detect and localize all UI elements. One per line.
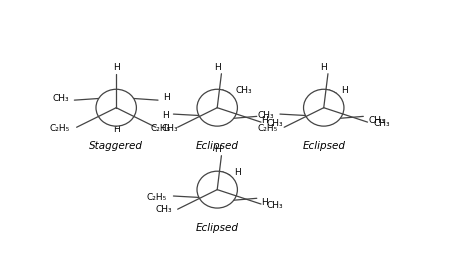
Text: Eclipsed: Eclipsed xyxy=(196,142,239,152)
Ellipse shape xyxy=(303,89,344,126)
Text: CH₃: CH₃ xyxy=(267,201,283,210)
Text: CH₃: CH₃ xyxy=(155,205,172,214)
Text: H: H xyxy=(163,93,170,102)
Text: C₂H₅: C₂H₅ xyxy=(257,124,278,133)
Text: H: H xyxy=(262,117,268,126)
Text: H: H xyxy=(341,86,348,95)
Text: CH₃: CH₃ xyxy=(162,124,178,133)
Text: H: H xyxy=(113,125,119,134)
Text: H: H xyxy=(235,168,241,177)
Text: C₂H₅: C₂H₅ xyxy=(50,124,70,133)
Text: CH₃: CH₃ xyxy=(369,117,385,126)
Text: H: H xyxy=(214,145,220,154)
Ellipse shape xyxy=(96,89,137,126)
Ellipse shape xyxy=(197,89,237,126)
Text: H: H xyxy=(320,63,327,72)
Text: CH₃: CH₃ xyxy=(373,119,390,128)
Text: Eclipsed: Eclipsed xyxy=(302,142,345,152)
Text: H: H xyxy=(262,198,268,207)
Text: CH₃: CH₃ xyxy=(267,119,283,128)
Text: C₂H₅: C₂H₅ xyxy=(147,193,167,202)
Text: CH₃: CH₃ xyxy=(258,111,274,120)
Text: Staggered: Staggered xyxy=(89,142,143,152)
Text: CH₃: CH₃ xyxy=(52,94,69,103)
Ellipse shape xyxy=(197,171,237,208)
Text: H: H xyxy=(214,63,220,72)
Text: H: H xyxy=(162,111,169,120)
Text: CH₃: CH₃ xyxy=(236,86,252,95)
Text: H: H xyxy=(113,63,119,72)
Text: Eclipsed: Eclipsed xyxy=(196,223,239,234)
Text: C₂H₅: C₂H₅ xyxy=(151,124,171,133)
